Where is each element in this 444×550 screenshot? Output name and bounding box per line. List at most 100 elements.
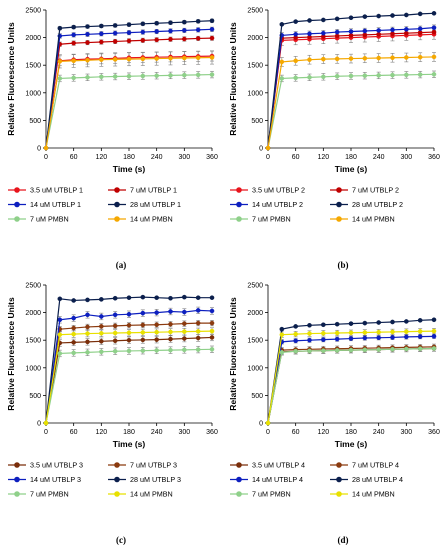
legend-entry-4: 7 uM PMBN: [230, 490, 291, 499]
data-point: [321, 17, 326, 23]
data-point: [154, 29, 159, 34]
data-point: [57, 296, 63, 302]
data-point: [85, 75, 90, 80]
legend-label: 28 uM UTBLP 3: [130, 475, 181, 484]
y-tick-label: 2500: [247, 8, 263, 15]
data-point: [99, 324, 104, 329]
data-point: [334, 16, 340, 22]
x-tick-label: 180: [345, 429, 357, 436]
x-tick-label: 0: [266, 154, 270, 161]
data-point: [99, 39, 104, 45]
legend-marker: [236, 187, 242, 193]
data-point: [348, 73, 354, 79]
data-point: [182, 72, 187, 78]
data-point: [209, 72, 215, 77]
data-point: [85, 324, 90, 330]
data-point: [112, 57, 118, 62]
data-point: [85, 40, 90, 45]
legend-entry-1: 7 uM UTBLP 2: [330, 186, 399, 195]
data-point: [140, 310, 146, 316]
x-tick-label: 360: [428, 154, 440, 161]
legend-entry-4: 7 uM PMBN: [230, 215, 291, 224]
legend-marker: [336, 187, 342, 193]
data-point: [431, 25, 437, 30]
data-point: [362, 320, 368, 326]
data-point: [154, 295, 159, 300]
legend-label: 14 uM UTBLP 4: [252, 475, 303, 484]
data-point: [57, 25, 63, 31]
legend-entry-2: 14 uM UTBLP 4: [230, 475, 303, 484]
data-point: [99, 349, 104, 355]
legend-entry-0: 3.5 uM UTBLP 2: [230, 186, 305, 195]
panel-d: 0 500 1000 1500 2000 2500 0 60 120 180 240 300 360 Re…: [222, 275, 444, 550]
data-point: [376, 347, 381, 352]
series-line-1: [267, 346, 435, 424]
data-point: [321, 331, 326, 336]
data-point: [140, 348, 146, 353]
series-line-0: [267, 33, 435, 149]
data-point: [293, 75, 298, 81]
data-point: [154, 337, 159, 342]
data-point: [85, 24, 90, 29]
legend-entry-5: 14 uM PMBN: [330, 490, 395, 499]
legend-marker: [114, 491, 120, 497]
data-point: [168, 321, 173, 327]
y-tick-label: 2500: [25, 8, 41, 15]
chart-svg: 0 500 1000 1500 2000 2500 0 60 120 180 240 300 360 Re…: [6, 283, 218, 546]
series-line-5: [267, 56, 435, 149]
y-axis-label: Relative Fluorescence Units: [228, 297, 238, 411]
data-point: [334, 33, 340, 39]
data-point: [85, 297, 90, 303]
data-point: [376, 28, 381, 33]
data-point: [71, 75, 76, 81]
data-point: [321, 56, 326, 62]
legend-label: 14 uM UTBLP 1: [30, 200, 81, 209]
data-point: [168, 309, 173, 314]
data-point: [168, 20, 173, 25]
data-point: [376, 13, 381, 19]
legend-entry-2: 14 uM UTBLP 2: [230, 200, 303, 209]
data-point: [404, 12, 409, 18]
data-point: [404, 334, 409, 340]
data-point: [99, 339, 104, 344]
data-point: [168, 295, 173, 301]
data-point: [154, 20, 159, 26]
x-tick-label: 300: [400, 429, 412, 436]
data-point: [209, 335, 215, 340]
data-point: [321, 30, 326, 36]
x-tick-label: 180: [123, 429, 135, 436]
data-point: [154, 37, 159, 43]
data-point: [126, 56, 132, 62]
data-point: [293, 331, 298, 337]
data-point: [404, 55, 409, 60]
data-point: [85, 57, 90, 63]
y-tick-label: 1000: [247, 365, 263, 372]
data-point: [417, 329, 423, 334]
data-point: [431, 54, 437, 60]
data-point: [404, 72, 409, 78]
data-point: [126, 311, 132, 317]
y-tick-label: 2500: [25, 283, 41, 290]
legend-entry-5: 14 uM PMBN: [108, 490, 173, 499]
x-tick-label: 60: [292, 429, 300, 436]
panel-label: (a): [116, 260, 127, 270]
data-point: [154, 56, 159, 61]
data-point: [85, 31, 90, 37]
data-point: [390, 31, 395, 37]
data-point: [168, 28, 173, 34]
data-point: [195, 308, 201, 313]
data-point: [182, 28, 187, 33]
data-point: [209, 27, 215, 32]
data-point: [140, 73, 146, 79]
legend-marker: [14, 491, 20, 497]
data-point: [390, 347, 395, 352]
legend-entry-3: 28 uM UTBLP 2: [330, 200, 403, 209]
error-bars-5: [279, 52, 436, 67]
data-point: [279, 350, 285, 355]
legend-label: 28 uM UTBLP 1: [130, 200, 181, 209]
data-point: [348, 29, 354, 34]
data-point: [431, 334, 437, 339]
data-point: [140, 337, 146, 343]
y-tick-label: 1500: [247, 63, 263, 70]
y-tick-label: 1500: [25, 338, 41, 345]
